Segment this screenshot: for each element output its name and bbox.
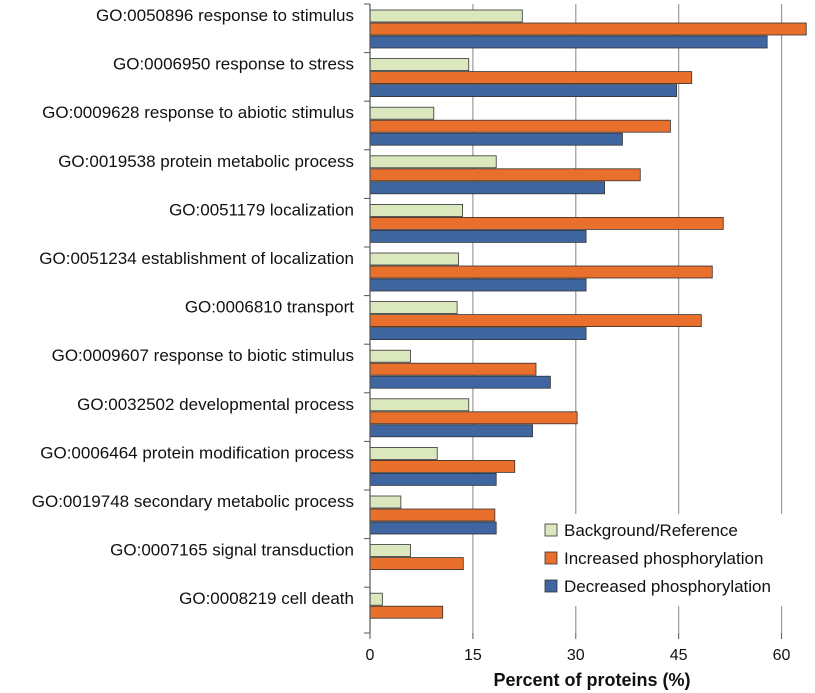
bar-increased-phosphorylation xyxy=(369,168,641,182)
bar-background-reference xyxy=(369,495,402,509)
category-label: GO:0008219 cell death xyxy=(179,589,354,608)
category-label: GO:0050896 response to stimulus xyxy=(96,6,354,25)
bar-background-reference xyxy=(369,301,458,315)
bar-decreased-phosphorylation xyxy=(369,424,533,438)
legend-label: Decreased phosphorylation xyxy=(564,577,771,596)
bar-background-reference xyxy=(369,203,464,217)
legend: Background/Reference Increased phosphoryl… xyxy=(535,514,805,606)
bar-decreased-phosphorylation xyxy=(369,278,587,292)
bar-background-reference xyxy=(369,106,435,120)
bar-background-reference xyxy=(369,58,470,71)
category-label: GO:0006810 transport xyxy=(185,298,354,317)
bar-increased-phosphorylation xyxy=(369,557,464,570)
legend-swatch xyxy=(544,579,558,593)
bar-increased-phosphorylation xyxy=(369,265,713,279)
category-label: GO:0006950 response to stress xyxy=(113,55,354,74)
bar-increased-phosphorylation xyxy=(369,216,724,230)
axes: 0 15 30 45 60 xyxy=(364,3,791,664)
legend-label: Background/Reference xyxy=(564,521,738,540)
bar-background-reference xyxy=(369,544,411,557)
bar-increased-phosphorylation xyxy=(369,71,693,84)
category-label: GO:0051234 establishment of localization xyxy=(39,249,354,268)
legend-background xyxy=(535,514,805,606)
category-label: GO:0032502 developmental process xyxy=(77,395,354,414)
bar-decreased-phosphorylation xyxy=(369,84,678,97)
x-tick-label: 15 xyxy=(464,647,482,664)
x-axis-title: Percent of proteins (%) xyxy=(493,670,690,690)
bar-background-reference xyxy=(369,398,470,412)
x-tick-label: 45 xyxy=(670,647,688,664)
bar-increased-phosphorylation xyxy=(369,411,578,425)
bar-decreased-phosphorylation xyxy=(369,35,768,49)
x-tick-label: 0 xyxy=(366,647,375,664)
category-label: GO:0006464 protein modification process xyxy=(40,443,354,462)
bar-decreased-phosphorylation xyxy=(369,132,623,146)
bar-increased-phosphorylation xyxy=(369,605,444,619)
bar-background-reference xyxy=(369,592,383,606)
bar-increased-phosphorylation xyxy=(369,22,807,36)
bar-decreased-phosphorylation xyxy=(369,521,497,535)
bar-background-reference xyxy=(369,252,459,266)
category-label: GO:0019748 secondary metabolic process xyxy=(32,492,354,511)
x-tick-label: 30 xyxy=(567,647,585,664)
bar-increased-phosphorylation xyxy=(369,362,537,376)
category-label: GO:0009607 response to biotic stimulus xyxy=(52,346,354,365)
category-label: GO:0019538 protein metabolic process xyxy=(58,152,354,171)
bar-increased-phosphorylation xyxy=(369,459,516,473)
bar-decreased-phosphorylation xyxy=(369,472,497,486)
bar-increased-phosphorylation xyxy=(369,314,702,328)
bar-increased-phosphorylation xyxy=(369,508,496,522)
bar-background-reference xyxy=(369,9,523,23)
bar-background-reference xyxy=(369,349,411,363)
legend-swatch xyxy=(544,551,558,565)
category-label: GO:0009628 response to abiotic stimulus xyxy=(42,103,354,122)
legend-swatch xyxy=(544,523,558,537)
bar-background-reference xyxy=(369,155,497,169)
bar-decreased-phosphorylation xyxy=(369,327,587,341)
bars xyxy=(369,9,807,619)
x-tick-label: 60 xyxy=(773,647,791,664)
category-labels: GO:0050896 response to stimulus GO:000695… xyxy=(32,6,355,608)
category-label: GO:0007165 signal transduction xyxy=(110,541,354,560)
bar-increased-phosphorylation xyxy=(369,119,671,133)
bar-decreased-phosphorylation xyxy=(369,181,605,195)
bar-decreased-phosphorylation xyxy=(369,229,587,243)
legend-label: Increased phosphorylation xyxy=(564,549,763,568)
bar-decreased-phosphorylation xyxy=(369,375,551,389)
bar-background-reference xyxy=(369,446,438,460)
category-label: GO:0051179 localization xyxy=(169,200,354,219)
